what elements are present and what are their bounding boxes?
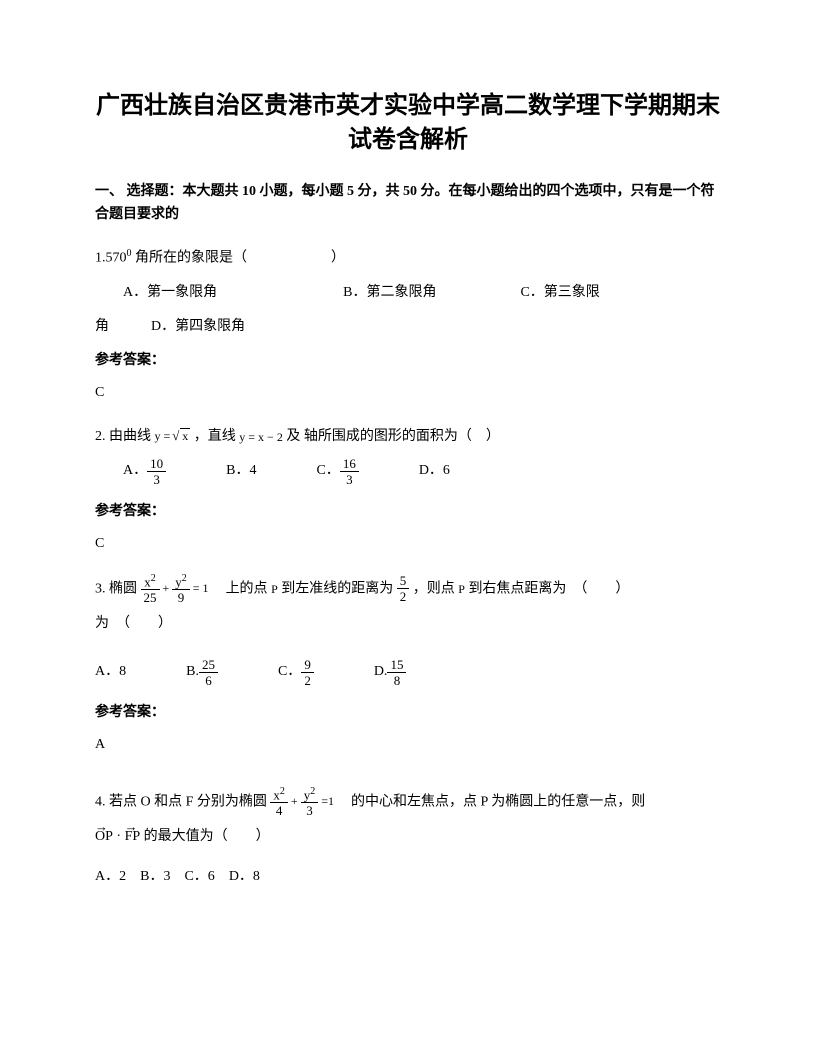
q2-text-after: 轴所围成的图形的面积为（ ） xyxy=(304,429,500,444)
section-header: 一、 选择题：本大题共 10 小题，每小题 5 分，共 50 分。在每小题给出的… xyxy=(95,181,721,226)
q2-opt-c: C． 163 xyxy=(316,457,358,486)
q3-text-pre: 椭圆 xyxy=(109,581,137,596)
q3-opt-a: A． 8 xyxy=(95,658,126,686)
q3-text-mid3: ，则点 xyxy=(413,581,455,596)
q3-ellipse-eq: x225 + y29 = 1 xyxy=(141,581,212,595)
q2-answer: C xyxy=(95,530,721,558)
q3-opt-c: C． 92 xyxy=(278,658,314,687)
q2-number: 2. xyxy=(95,429,106,444)
q4-ellipse-eq: x24 + y23 =1 xyxy=(270,794,337,808)
question-4: 4. 若点 O 和点 F 分别为椭圆 x24 + y23 =1 的中心和左焦点，… xyxy=(95,787,721,817)
q3-opt-b: B. 256 xyxy=(186,658,218,687)
question-2: 2. 由曲线 y = x ，直线 y = x − 2 及 轴所围成的图形的面积为… xyxy=(95,423,721,451)
q3-point-p2: P xyxy=(458,582,465,596)
q2-opt-a: A． 103 xyxy=(95,457,166,486)
q3-options: A． 8 B. 256 C． 92 D. 158 xyxy=(95,658,721,687)
q2-text-mid1: ，直线 xyxy=(194,429,236,444)
q3-text-mid1: 上的点 xyxy=(226,581,268,596)
q2-opt-b: B．4 xyxy=(226,457,256,485)
q2-text-pre: 由曲线 xyxy=(109,429,151,444)
q4-opt-c: C．6 xyxy=(184,869,214,884)
q4-opt-a: A．2 xyxy=(95,869,126,884)
q1-number: 1. xyxy=(95,251,106,266)
q1-answer-label: 参考答案： xyxy=(95,347,721,375)
q1-text: 角所在的象限是（ ） xyxy=(135,251,345,266)
q3-distance: 52 xyxy=(397,574,410,603)
q3-answer-label: 参考答案： xyxy=(95,699,721,727)
q4-options: A．2 B．3 C．6 D．8 xyxy=(95,863,721,891)
q4-text-pre: 若点 O 和点 F 分别为椭圆 xyxy=(109,794,267,809)
q1-opt-a: A．第一象限角 xyxy=(123,285,217,300)
q2-options: A． 103 B．4 C． 163 D．6 xyxy=(95,457,721,486)
q3-answer: A xyxy=(95,731,721,759)
q1-opt-c2: 角 xyxy=(95,319,109,334)
degree-symbol: 0 xyxy=(127,248,132,259)
q1-options: A．第一象限角 B．第二象限角 C．第三象限 xyxy=(95,279,721,307)
q3-text-after: 到右焦点距离为 （ ） xyxy=(468,581,629,596)
q4-text-mid: 的中心和左焦点，点 P 为椭圆上的任意一点，则 xyxy=(351,794,645,809)
q1-angle: 570 xyxy=(106,251,127,266)
q3-opt-d: D. 158 xyxy=(374,658,407,687)
q2-eq1: y = x xyxy=(155,429,191,443)
q2-text-mid2: 及 xyxy=(286,429,300,444)
q1-opt-b: B．第二象限角 xyxy=(343,285,436,300)
q1-opt-c: C．第三象限 xyxy=(520,285,599,300)
q2-eq2: y = x − 2 xyxy=(239,429,283,443)
q1-opt-d: D．第四象限角 xyxy=(151,319,245,334)
dot-product: · xyxy=(116,829,121,844)
q3-number: 3. xyxy=(95,581,106,596)
q1-options-line2: 角 D．第四象限角 xyxy=(95,313,721,341)
q2-answer-label: 参考答案： xyxy=(95,498,721,526)
q3-for: 为 （ ） xyxy=(95,610,721,638)
q3-text-mid2: 到左准线的距离为 xyxy=(281,581,393,596)
q4-opt-d: D．8 xyxy=(229,869,260,884)
vector-op: OP xyxy=(95,823,113,851)
q2-opt-d: D．6 xyxy=(419,457,450,485)
question-1: 1.5700 角所在的象限是（ ） xyxy=(95,244,721,273)
q3-point-p: P xyxy=(271,582,278,596)
q4-line2: OP · FP 的最大值为（ ） xyxy=(95,823,721,851)
exam-title: 广西壮族自治区贵港市英才实验中学高二数学理下学期期末试卷含解析 xyxy=(95,90,721,157)
q4-opt-b: B．3 xyxy=(140,869,170,884)
q4-number: 4. xyxy=(95,794,106,809)
question-3: 3. 椭圆 x225 + y29 = 1 上的点 P 到左准线的距离为 52 ，… xyxy=(95,574,721,604)
q4-text-after: 的最大值为（ ） xyxy=(144,829,270,844)
q1-answer: C xyxy=(95,379,721,407)
vector-fp: FP xyxy=(125,823,141,851)
